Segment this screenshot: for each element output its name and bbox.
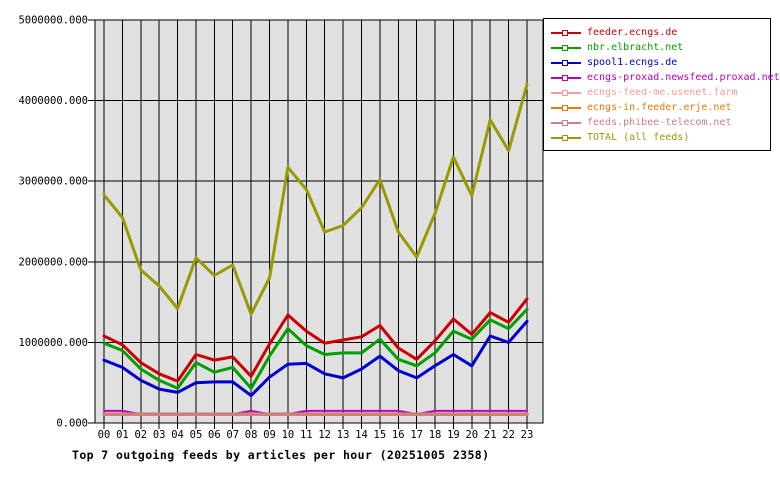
x-tick-label: 16 bbox=[392, 429, 405, 441]
x-tick-label: 02 bbox=[134, 429, 147, 441]
y-tick-label: 0.000 bbox=[56, 418, 88, 430]
legend-label: TOTAL (all feeds) bbox=[587, 132, 690, 143]
legend-label: ecngs-feed-me.usenet.farm bbox=[587, 87, 738, 98]
x-tick-label: 14 bbox=[355, 429, 368, 441]
legend-label: feeder.ecngs.de bbox=[587, 27, 678, 38]
x-tick-label: 06 bbox=[208, 429, 221, 441]
x-tick-label: 07 bbox=[226, 429, 239, 441]
x-tick-label: 04 bbox=[171, 429, 184, 441]
legend-item-ecngs-proxad-newsfeed-proxad-net: ecngs-proxad.newsfeed.proxad.net bbox=[544, 70, 780, 85]
legend-item-ecngs-in-feeder-erje-net: ecngs-in.feeder.erje.net bbox=[544, 100, 770, 115]
legend-line-marker-icon bbox=[551, 29, 581, 37]
x-tick-label: 01 bbox=[116, 429, 129, 441]
x-tick-label: 17 bbox=[410, 429, 423, 441]
chart-legend: feeder.ecngs.de nbr.elbracht.net spool1.ec… bbox=[543, 18, 780, 151]
x-tick-label: 12 bbox=[318, 429, 331, 441]
x-tick-label: 19 bbox=[447, 429, 460, 441]
y-tick-label: 3000000.000 bbox=[18, 176, 88, 188]
legend-line-marker-icon bbox=[551, 74, 581, 82]
x-tick-label: 22 bbox=[502, 429, 515, 441]
legend-line-marker-icon bbox=[551, 104, 581, 112]
legend-label: ecngs-in.feeder.erje.net bbox=[587, 102, 732, 113]
x-tick-label: 21 bbox=[484, 429, 497, 441]
series-line-nbr-elbracht-net bbox=[102, 307, 529, 390]
legend-label: nbr.elbracht.net bbox=[587, 42, 684, 53]
legend-line-marker-icon bbox=[551, 134, 581, 142]
legend-label: ecngs-proxad.newsfeed.proxad.net bbox=[587, 72, 780, 83]
legend-line-marker-icon bbox=[551, 89, 581, 97]
x-tick-label: 03 bbox=[153, 429, 166, 441]
legend-item-total-all-feeds: TOTAL (all feeds) bbox=[544, 130, 770, 145]
x-tick-label: 11 bbox=[300, 429, 313, 441]
legend-item-ecngs-feed-me-usenet-farm: ecngs-feed-me.usenet.farm bbox=[544, 85, 770, 100]
x-tick-label: 10 bbox=[282, 429, 295, 441]
series-line-feeder-ecngs-de bbox=[102, 297, 529, 383]
series-line-total-all-feeds bbox=[102, 83, 529, 316]
x-tick-label: 23 bbox=[521, 429, 534, 441]
y-tick-label: 2000000.000 bbox=[18, 256, 88, 268]
y-tick-label: 4000000.000 bbox=[18, 95, 88, 107]
legend-line-marker-icon bbox=[551, 59, 581, 67]
x-tick-label: 18 bbox=[429, 429, 442, 441]
y-tick-label: 5000000.000 bbox=[18, 15, 88, 27]
x-tick-label: 15 bbox=[374, 429, 387, 441]
legend-label: feeds.phibee-telecom.net bbox=[587, 117, 732, 128]
legend-label: spool1.ecngs.de bbox=[587, 57, 678, 68]
x-tick-label: 20 bbox=[465, 429, 478, 441]
x-tick-label: 05 bbox=[190, 429, 203, 441]
x-tick-label: 09 bbox=[263, 429, 276, 441]
x-tick-label: 13 bbox=[337, 429, 350, 441]
chart-title: Top 7 outgoing feeds by articles per hou… bbox=[72, 448, 490, 462]
legend-item-spool1-ecngs-de: spool1.ecngs.de bbox=[544, 55, 770, 70]
legend-item-nbr-elbracht-net: nbr.elbracht.net bbox=[544, 40, 770, 55]
x-tick-label: 08 bbox=[245, 429, 258, 441]
series-line-spool1-ecngs-de bbox=[102, 319, 529, 398]
legend-item-feeder-ecngs-de: feeder.ecngs.de bbox=[544, 25, 770, 40]
legend-line-marker-icon bbox=[551, 44, 581, 52]
plot-border bbox=[94, 19, 544, 424]
legend-item-feeds-phibee-telecom-net: feeds.phibee-telecom.net bbox=[544, 115, 770, 130]
y-tick-label: 1000000.000 bbox=[18, 337, 88, 349]
x-tick-label: 00 bbox=[98, 429, 111, 441]
legend-line-marker-icon bbox=[551, 119, 581, 127]
